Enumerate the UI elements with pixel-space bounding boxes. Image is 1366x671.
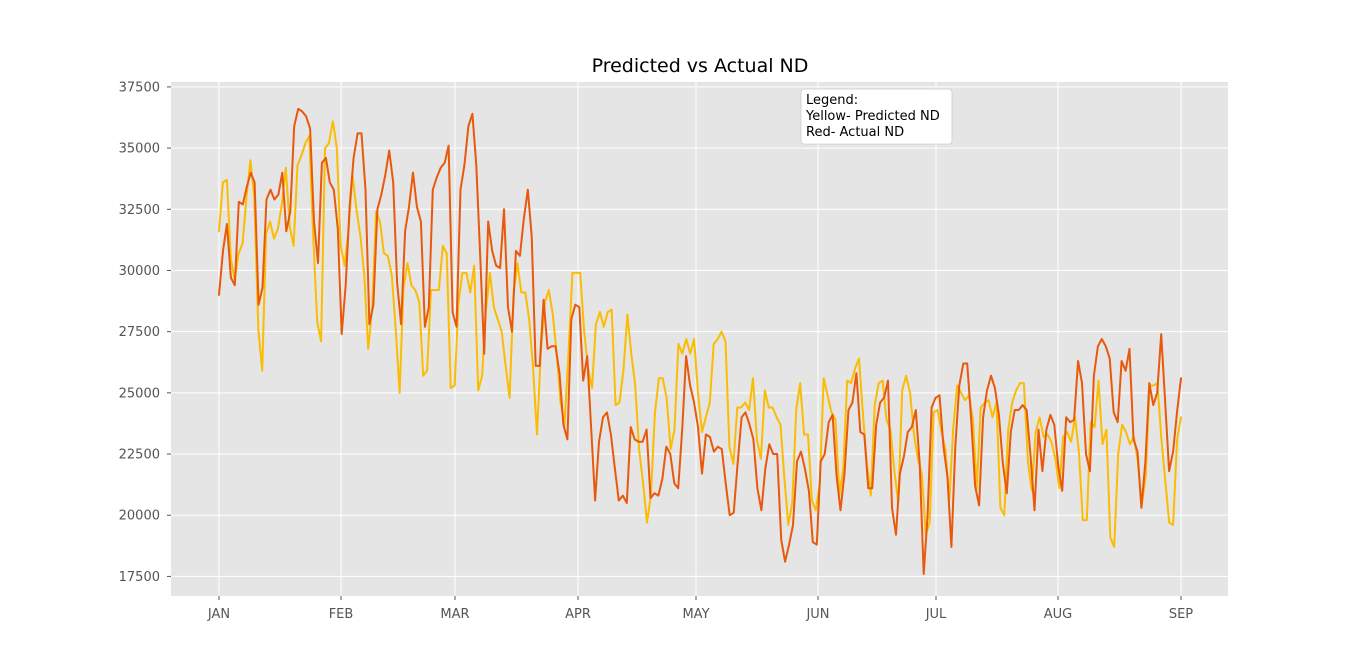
x-tick-label-mar: MAR (440, 607, 469, 622)
x-tick-label-may: MAY (682, 607, 709, 622)
legend-entry-predicted: Yellow- Predicted ND (805, 109, 940, 124)
y-tick-label: 20000 (119, 509, 160, 524)
x-tick-label-jun: JUN (805, 607, 829, 622)
legend-background (800, 88, 953, 145)
legend-box: Legend: Yellow- Predicted ND Red- Actual… (800, 88, 953, 145)
y-tick-label: 37500 (119, 80, 160, 95)
y-tick-label: 17500 (119, 570, 160, 585)
plot-area (171, 82, 1228, 596)
y-tick-label: 35000 (119, 142, 160, 157)
x-tick-label-jul: JUL (925, 607, 947, 622)
series-line-actual (218, 107, 1182, 575)
y-tick-label: 25000 (119, 386, 160, 401)
x-tick-label-sep: SEP (1169, 607, 1193, 622)
y-tick-label: 22500 (119, 448, 160, 463)
y-tick-label: 30000 (119, 264, 160, 279)
legend-heading: Legend: (806, 93, 858, 108)
series-line-predicted (218, 120, 1182, 548)
x-tick-label-jan: JAN (207, 607, 230, 622)
chart-title: Predicted vs Actual ND (592, 55, 809, 77)
x-tick-label-apr: APR (565, 607, 591, 622)
y-tick-label: 27500 (119, 325, 160, 340)
x-tick-label-aug: AUG (1044, 607, 1072, 622)
y-tick-label: 32500 (119, 203, 160, 218)
x-tick-label-feb: FEB (329, 607, 354, 622)
axes: 17500 20000 22500 25000 27500 30000 32500 35000… (119, 80, 1194, 622)
legend-entry-actual: Red- Actual ND (806, 125, 904, 140)
series-layer (218, 107, 1182, 575)
